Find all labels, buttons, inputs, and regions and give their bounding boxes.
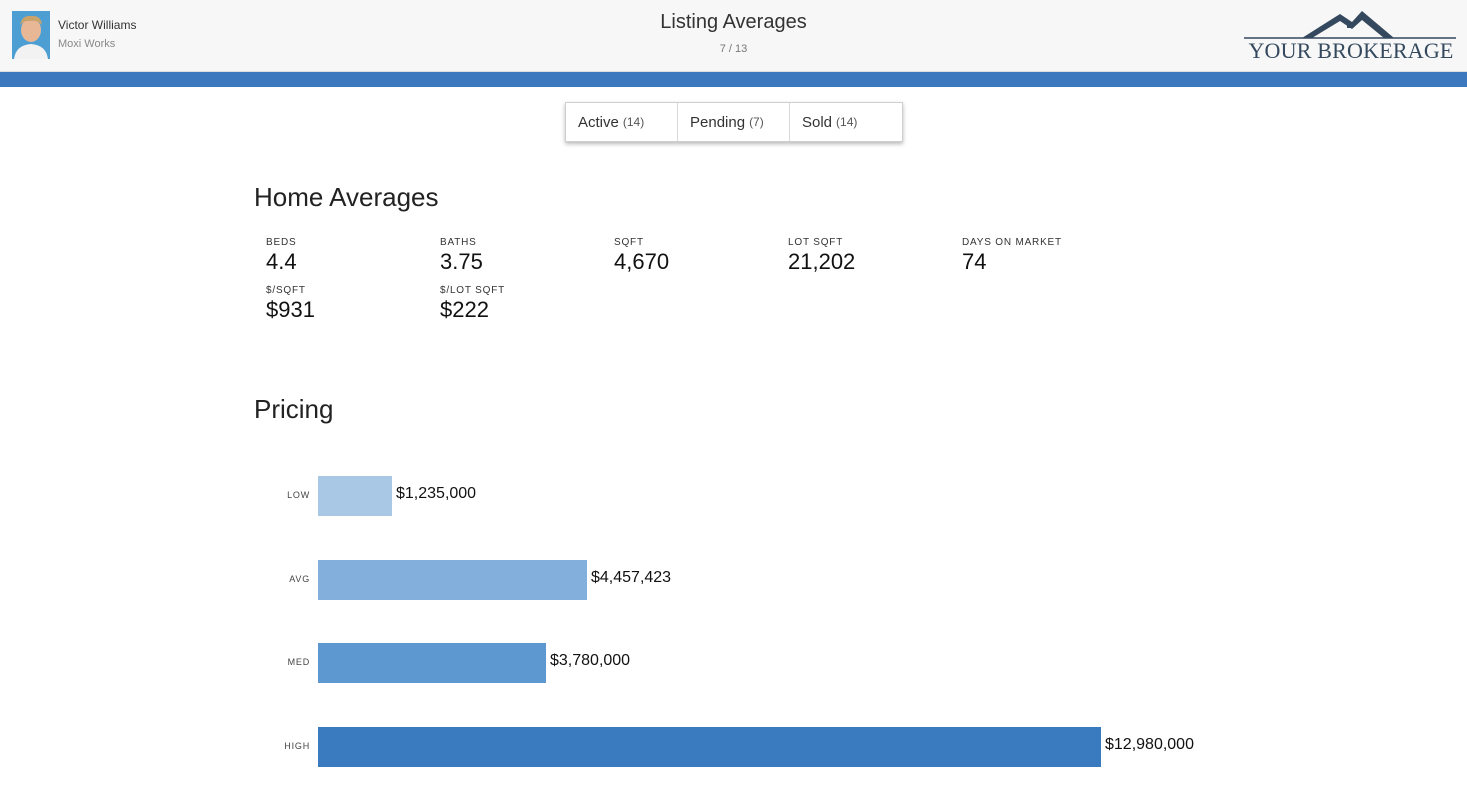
tab-label: Active xyxy=(578,113,619,131)
pricing-bar xyxy=(318,476,392,516)
page-title: Listing Averages xyxy=(660,11,807,33)
pricing-bar xyxy=(318,643,546,683)
bar-value-label: $1,235,000 xyxy=(396,485,477,502)
stat-label: $/LOT SQFT xyxy=(440,285,506,296)
bar-value-label: $3,780,000 xyxy=(550,652,631,669)
tab-count: (14) xyxy=(836,115,858,129)
status-tabs: Active (14) Pending (7) Sold (14) xyxy=(565,102,903,142)
stat-days-on-market: DAYS ON MARKET 74 xyxy=(962,237,1132,275)
stat-label: BEDS xyxy=(266,237,297,248)
tab-active[interactable]: Active (14) xyxy=(566,103,678,141)
agent-avatar xyxy=(12,11,50,59)
bar-category-label: LOW xyxy=(287,490,310,500)
stat-value: 21,202 xyxy=(788,249,856,274)
stat-value: $931 xyxy=(266,297,315,322)
stat-label: LOT SQFT xyxy=(788,237,844,248)
tab-sold[interactable]: Sold (14) xyxy=(790,103,902,141)
pricing-bar-row: MED $3,780,000 xyxy=(0,643,1467,683)
agent-company: Moxi Works xyxy=(58,38,116,50)
bar-value-label: $12,980,000 xyxy=(1105,736,1194,753)
bar-value-label: $4,457,423 xyxy=(591,569,672,586)
accent-bar xyxy=(0,72,1467,87)
pricing-bar xyxy=(318,560,587,600)
tab-pending[interactable]: Pending (7) xyxy=(678,103,790,141)
bar-category-label: HIGH xyxy=(284,741,310,751)
stat-value: 4,670 xyxy=(614,249,670,274)
stat-label: $/SQFT xyxy=(266,285,306,296)
stat-label: DAYS ON MARKET xyxy=(962,237,1062,248)
stat-sqft: SQFT 4,670 xyxy=(614,237,784,275)
brokerage-name: YOUR BROKERAGE xyxy=(1248,38,1454,63)
tab-count: (14) xyxy=(622,115,645,129)
stat-value: $222 xyxy=(440,297,489,322)
top-header: Victor Williams Moxi Works Listing Avera… xyxy=(0,0,1467,72)
pricing-title: Pricing xyxy=(254,394,334,424)
stat-value: 4.4 xyxy=(266,249,297,274)
stat-baths: BATHS 3.75 xyxy=(440,237,610,275)
stat-value: 3.75 xyxy=(440,249,483,274)
stat-price-per-sqft: $/SQFT $931 xyxy=(266,285,436,323)
page-counter: 7 / 13 xyxy=(719,43,748,55)
pricing-bar-row: HIGH $12,980,000 xyxy=(0,727,1467,767)
stat-label: SQFT xyxy=(614,237,644,248)
pricing-bar-row: LOW $1,235,000 xyxy=(0,476,1467,516)
home-averages-title: Home Averages xyxy=(254,182,439,212)
tab-count: (7) xyxy=(749,115,764,129)
tab-label: Pending xyxy=(690,113,746,131)
stat-value: 74 xyxy=(962,249,987,274)
tab-label: Sold xyxy=(802,113,833,131)
stat-beds: BEDS 4.4 xyxy=(266,237,436,275)
house-roof-icon xyxy=(1244,11,1456,39)
bar-category-label: AVG xyxy=(289,574,310,584)
stat-label: BATHS xyxy=(440,237,477,248)
pricing-bar-row: AVG $4,457,423 xyxy=(0,560,1467,600)
bar-category-label: MED xyxy=(287,657,310,667)
agent-name: Victor Williams xyxy=(58,18,137,32)
brokerage-logo: YOUR BROKERAGE xyxy=(1244,8,1456,64)
stat-lot-sqft: LOT SQFT 21,202 xyxy=(788,237,958,275)
pricing-bar xyxy=(318,727,1101,767)
stat-price-per-lot-sqft: $/LOT SQFT $222 xyxy=(440,285,610,323)
